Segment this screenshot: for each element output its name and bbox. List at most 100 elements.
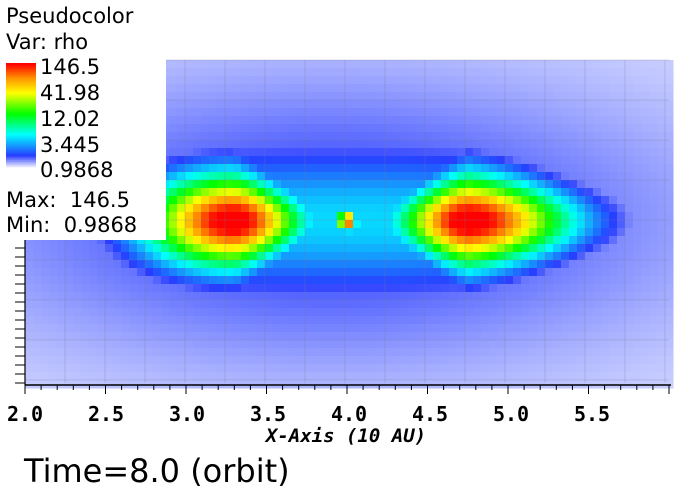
density-cell <box>553 220 562 229</box>
density-cell <box>505 124 514 133</box>
density-cell <box>633 212 642 221</box>
density-cell <box>417 124 426 133</box>
density-cell <box>313 116 322 125</box>
density-cell <box>465 156 474 165</box>
density-cell <box>185 228 194 237</box>
density-cell <box>89 236 98 245</box>
density-cell <box>305 204 314 213</box>
density-cell <box>329 284 338 293</box>
density-cell <box>457 324 466 333</box>
density-cell <box>185 236 194 245</box>
density-cell <box>297 204 306 213</box>
density-cell <box>665 372 674 381</box>
density-cell <box>273 348 282 357</box>
density-cell <box>465 188 474 197</box>
density-cell <box>481 364 490 373</box>
density-cell <box>169 268 178 277</box>
density-cell <box>41 236 50 245</box>
density-cell <box>497 140 506 149</box>
density-cell <box>49 252 58 261</box>
density-cell <box>521 228 530 237</box>
density-cell <box>233 140 242 149</box>
density-cell <box>401 196 410 205</box>
density-cell <box>329 316 338 325</box>
density-cell <box>273 300 282 309</box>
density-cell <box>33 236 42 245</box>
colorbar-swatch <box>6 160 36 163</box>
density-cell <box>153 252 162 261</box>
density-cell <box>545 148 554 157</box>
density-cell <box>665 220 674 229</box>
density-cell <box>561 156 570 165</box>
colorbar-swatch <box>6 130 36 133</box>
density-cell <box>665 292 674 301</box>
density-cell <box>521 76 530 85</box>
colorbar-swatch <box>6 133 36 137</box>
density-cell <box>305 252 314 261</box>
density-cell <box>577 188 586 197</box>
density-cell <box>369 204 378 213</box>
density-cell <box>209 260 218 269</box>
density-cell <box>641 172 650 181</box>
density-cell <box>513 372 522 381</box>
density-cell <box>497 156 506 165</box>
density-cell <box>185 76 194 85</box>
density-cell <box>401 156 410 165</box>
density-cell <box>73 276 82 285</box>
density-cell <box>577 180 586 189</box>
density-cell <box>201 148 210 157</box>
density-cell <box>601 252 610 261</box>
density-cell <box>433 364 442 373</box>
density-cell <box>153 236 162 245</box>
density-cell <box>601 188 610 197</box>
density-cell <box>281 316 290 325</box>
density-cell <box>89 252 98 261</box>
density-cell <box>345 108 354 117</box>
density-cell <box>633 132 642 141</box>
density-cell <box>169 204 178 213</box>
density-cell <box>289 148 298 157</box>
density-cell <box>273 148 282 157</box>
density-cell <box>257 164 266 173</box>
density-cell <box>505 204 514 213</box>
density-cell <box>521 100 530 109</box>
density-cell <box>233 100 242 109</box>
density-cell <box>529 340 538 349</box>
density-cell <box>497 260 506 269</box>
density-cell <box>617 332 626 341</box>
density-cell <box>601 212 610 221</box>
density-cell <box>417 188 426 197</box>
density-cell <box>537 116 546 125</box>
density-cell <box>417 260 426 269</box>
density-cell <box>329 244 338 253</box>
density-cell <box>145 364 154 373</box>
density-cell <box>273 308 282 317</box>
density-cell <box>553 100 562 109</box>
density-cell <box>665 204 674 213</box>
density-cell <box>113 236 122 245</box>
density-cell <box>217 204 226 213</box>
density-cell <box>585 116 594 125</box>
density-cell <box>361 68 370 77</box>
density-cell <box>433 60 442 69</box>
density-cell <box>193 84 202 93</box>
density-cell <box>65 268 74 277</box>
density-cell <box>217 124 226 133</box>
density-cell <box>393 220 402 229</box>
density-cell <box>217 156 226 165</box>
density-cell <box>185 244 194 253</box>
density-cell <box>49 260 58 269</box>
density-cell <box>25 268 34 277</box>
density-cell <box>593 300 602 309</box>
density-cell <box>249 292 258 301</box>
density-cell <box>329 212 338 221</box>
density-cell <box>137 244 146 253</box>
density-cell <box>33 324 42 333</box>
density-cell <box>569 340 578 349</box>
density-cell <box>177 268 186 277</box>
density-cell <box>569 132 578 141</box>
density-cell <box>625 252 634 261</box>
density-cell <box>257 364 266 373</box>
density-cell <box>409 252 418 261</box>
density-cell <box>513 164 522 173</box>
